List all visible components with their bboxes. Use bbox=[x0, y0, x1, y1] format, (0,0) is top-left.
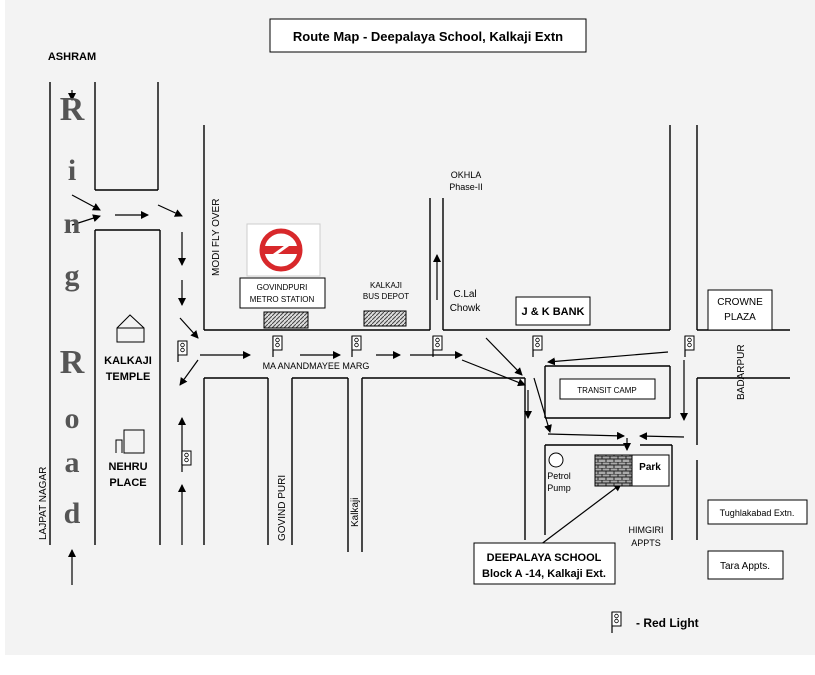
tara-appts-label: Tara Appts. bbox=[720, 561, 770, 572]
legend-red-light-icon bbox=[611, 611, 622, 633]
himgiri-label-1: HIMGIRI bbox=[629, 525, 664, 535]
transit-camp-label: TRANSIT CAMP bbox=[577, 386, 636, 395]
red-light-icon bbox=[532, 335, 543, 357]
govind-puri-label: GOVIND PURI bbox=[277, 475, 288, 541]
ring-road-letter: d bbox=[64, 497, 81, 530]
petrol-pump-label-1: Petrol bbox=[547, 471, 571, 481]
nehru-place-label-1: NEHRU bbox=[108, 461, 147, 473]
temple-icon bbox=[116, 314, 145, 343]
road-network bbox=[49, 82, 790, 552]
okhla-label-2: Phase-II bbox=[449, 182, 483, 192]
jk-bank-label: J & K BANK bbox=[522, 306, 585, 318]
clal-chowk-label-2: Chowk bbox=[450, 303, 482, 314]
red-light-icon bbox=[177, 340, 188, 362]
red-light-icon bbox=[181, 450, 192, 472]
himgiri-label-2: APPTS bbox=[631, 538, 661, 548]
ring-road-letter: i bbox=[68, 154, 76, 187]
ring-road-letter: o bbox=[65, 402, 80, 435]
tughlakabad-box bbox=[707, 499, 808, 525]
park-label: Park bbox=[639, 462, 661, 473]
school-building bbox=[594, 454, 633, 487]
school-box bbox=[473, 542, 616, 585]
legend-red-light-label: - Red Light bbox=[636, 616, 699, 630]
tara-appts-box bbox=[707, 550, 784, 580]
red-light-icon bbox=[351, 335, 362, 357]
badarpur-label: BADARPUR bbox=[736, 344, 747, 400]
crowne-plaza-label-2: PLAZA bbox=[724, 312, 756, 323]
metro-station-label-2: METRO STATION bbox=[250, 295, 315, 304]
transit-camp-box bbox=[559, 378, 656, 400]
crowne-plaza-label-1: CROWNE bbox=[717, 297, 763, 308]
ring-road-letter: R bbox=[60, 344, 85, 381]
clal-chowk-label-1: C.Lal bbox=[453, 289, 476, 300]
red-light-icon bbox=[684, 335, 695, 357]
building-icon bbox=[115, 429, 145, 454]
kalkaji-road-label: Kalkaji bbox=[350, 498, 361, 527]
title-box bbox=[269, 18, 587, 53]
bus-depot-label-1: KALKAJI bbox=[370, 281, 402, 290]
jk-bank-box bbox=[515, 296, 591, 326]
school-label-1: DEEPALAYA SCHOOL bbox=[487, 552, 602, 564]
ring-road-letter: a bbox=[65, 446, 80, 479]
traffic-signals bbox=[177, 335, 695, 633]
red-light-icon bbox=[432, 335, 443, 357]
crowne-plaza-box bbox=[707, 289, 773, 331]
map-title: Route Map - Deepalaya School, Kalkaji Ex… bbox=[293, 29, 563, 44]
metro-station-hatch bbox=[263, 311, 309, 329]
kalkaji-temple-label-1: KALKAJI bbox=[104, 355, 152, 367]
metro-station-label-1: GOVINDPURI bbox=[257, 283, 308, 292]
ring-road-letter: n bbox=[64, 207, 81, 240]
tughlakabad-label: Tughlakabad Extn. bbox=[720, 508, 795, 518]
petrol-pump-icon bbox=[548, 452, 564, 468]
red-light-icon bbox=[272, 335, 283, 357]
bus-depot-label-2: BUS DEPOT bbox=[363, 292, 409, 301]
ma-anandmayee-marg-label: MA ANANDMAYEE MARG bbox=[263, 361, 370, 371]
kalkaji-temple-label-2: TEMPLE bbox=[106, 371, 151, 383]
school-label-2: Block A -14, Kalkaji Ext. bbox=[482, 568, 606, 580]
park-box bbox=[631, 454, 670, 487]
ring-road-letter: R bbox=[60, 91, 85, 128]
petrol-pump-label-2: Pump bbox=[547, 483, 571, 493]
modi-flyover-label: MODI FLY OVER bbox=[211, 199, 222, 276]
lajpat-nagar-label: LAJPAT NAGAR bbox=[38, 467, 49, 540]
route-arrows bbox=[68, 90, 688, 585]
bus-depot-hatch bbox=[363, 310, 407, 327]
metro-station-box bbox=[239, 277, 326, 309]
ring-road-letter: g bbox=[65, 259, 80, 292]
ashram-label: ASHRAM bbox=[48, 51, 96, 63]
okhla-label-1: OKHLA bbox=[451, 170, 482, 180]
nehru-place-label-2: PLACE bbox=[109, 477, 146, 489]
